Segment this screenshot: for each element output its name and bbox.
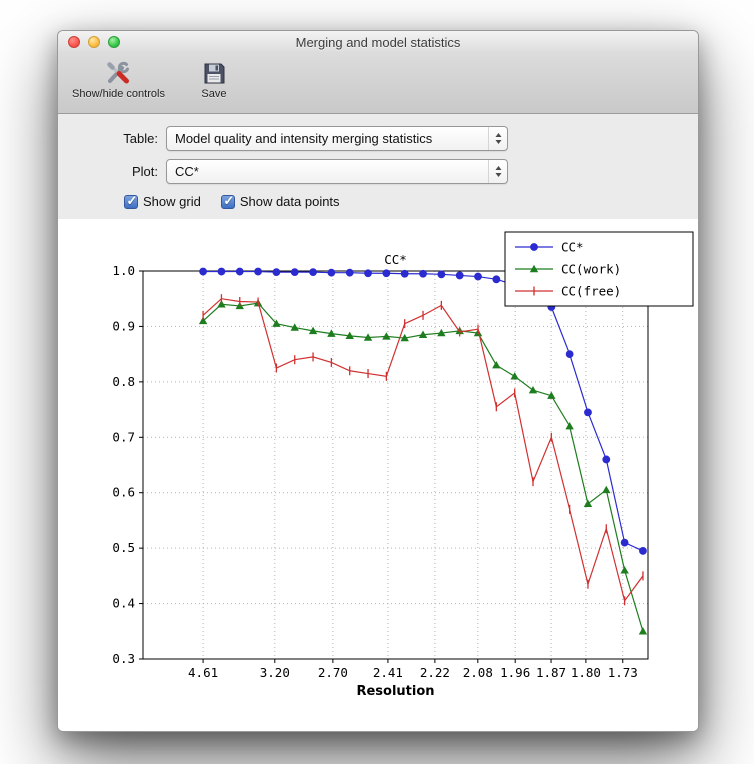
table-dropdown-value: Model quality and intensity merging stat… [175, 131, 433, 146]
show-data-points-checkbox[interactable]: Show data points [220, 193, 340, 209]
save-icon [202, 59, 226, 87]
zoom-button[interactable] [108, 36, 120, 48]
toolbar-button-label: Show/hide controls [72, 88, 165, 100]
y-tick-label: 0.8 [112, 374, 135, 389]
chart-ticks: 1.0 0.9 0.8 0.7 0.6 0.5 0.4 0.3 4.61 3.20 2.70 2.41… [112, 263, 637, 680]
plot-label: Plot: [131, 164, 158, 179]
x-tick-label: 1.87 [536, 665, 566, 680]
y-tick-label: 0.4 [112, 596, 135, 611]
plot-panel: 1.0 0.9 0.8 0.7 0.6 0.5 0.4 0.3 4.61 3.20 2.70 2.41… [58, 219, 698, 731]
toolbar: Show/hide controls Save [58, 53, 698, 114]
close-button[interactable] [68, 36, 80, 48]
x-tick-label: 2.70 [318, 665, 348, 680]
x-tick-label: 1.96 [500, 665, 530, 680]
legend-label: CC* [561, 240, 584, 255]
series-cc-work- [198, 298, 648, 635]
minimize-button[interactable] [88, 36, 100, 48]
x-tick-label: 4.61 [188, 665, 218, 680]
y-tick-label: 0.6 [112, 485, 135, 500]
table-label: Table: [123, 131, 158, 146]
show-grid-checkbox[interactable]: Show grid [124, 193, 201, 209]
y-tick-label: 0.3 [112, 651, 135, 666]
chart-xlabel: Resolution [356, 684, 434, 699]
y-tick-label: 0.9 [112, 318, 135, 333]
y-tick-label: 0.5 [112, 540, 135, 555]
dropdown-arrows-icon [488, 160, 507, 183]
traffic-lights [68, 31, 120, 53]
x-tick-label: 1.73 [608, 665, 638, 680]
checkbox-icon[interactable] [220, 193, 235, 209]
app-window: Merging and model statistics Show/hide c… [57, 30, 699, 732]
titlebar[interactable]: Merging and model statistics [58, 31, 698, 53]
table-dropdown[interactable]: Model quality and intensity merging stat… [166, 126, 508, 151]
x-tick-label: 3.20 [260, 665, 290, 680]
series-cc-free- [202, 294, 644, 606]
plot-dropdown[interactable]: CC* [166, 159, 508, 184]
chart-canvas: 1.0 0.9 0.8 0.7 0.6 0.5 0.4 0.3 4.61 3.20 2.70 2.41… [112, 231, 694, 699]
legend-label: CC(free) [561, 284, 621, 299]
x-tick-label: 2.22 [420, 665, 450, 680]
legend-label: CC(work) [561, 262, 621, 277]
tools-icon [104, 59, 132, 87]
chart-axes-box [142, 270, 649, 660]
toolbar-button-label: Save [201, 88, 227, 100]
chart-grid [143, 270, 648, 660]
checkbox-icon[interactable] [124, 193, 138, 209]
controls-panel: Table: Model quality and intensity mergi… [58, 114, 698, 219]
y-tick-label: 0.7 [112, 429, 135, 444]
save-button[interactable]: Save [183, 57, 245, 102]
y-tick-label: 1.0 [112, 263, 135, 278]
plot-dropdown-value: CC* [175, 164, 199, 179]
x-tick-label: 1.80 [571, 665, 601, 680]
window-title: Merging and model statistics [295, 34, 461, 50]
dropdown-arrows-icon [488, 127, 507, 150]
chart-title: CC* [384, 252, 407, 267]
show-grid-label: Show grid [143, 194, 201, 209]
chart-legend: CC* CC(work) CC(free) [504, 231, 694, 307]
x-tick-label: 2.08 [463, 665, 493, 680]
show-data-points-label: Show data points [239, 194, 340, 209]
show-hide-controls-button[interactable]: Show/hide controls [68, 57, 169, 102]
x-tick-label: 2.41 [373, 665, 403, 680]
